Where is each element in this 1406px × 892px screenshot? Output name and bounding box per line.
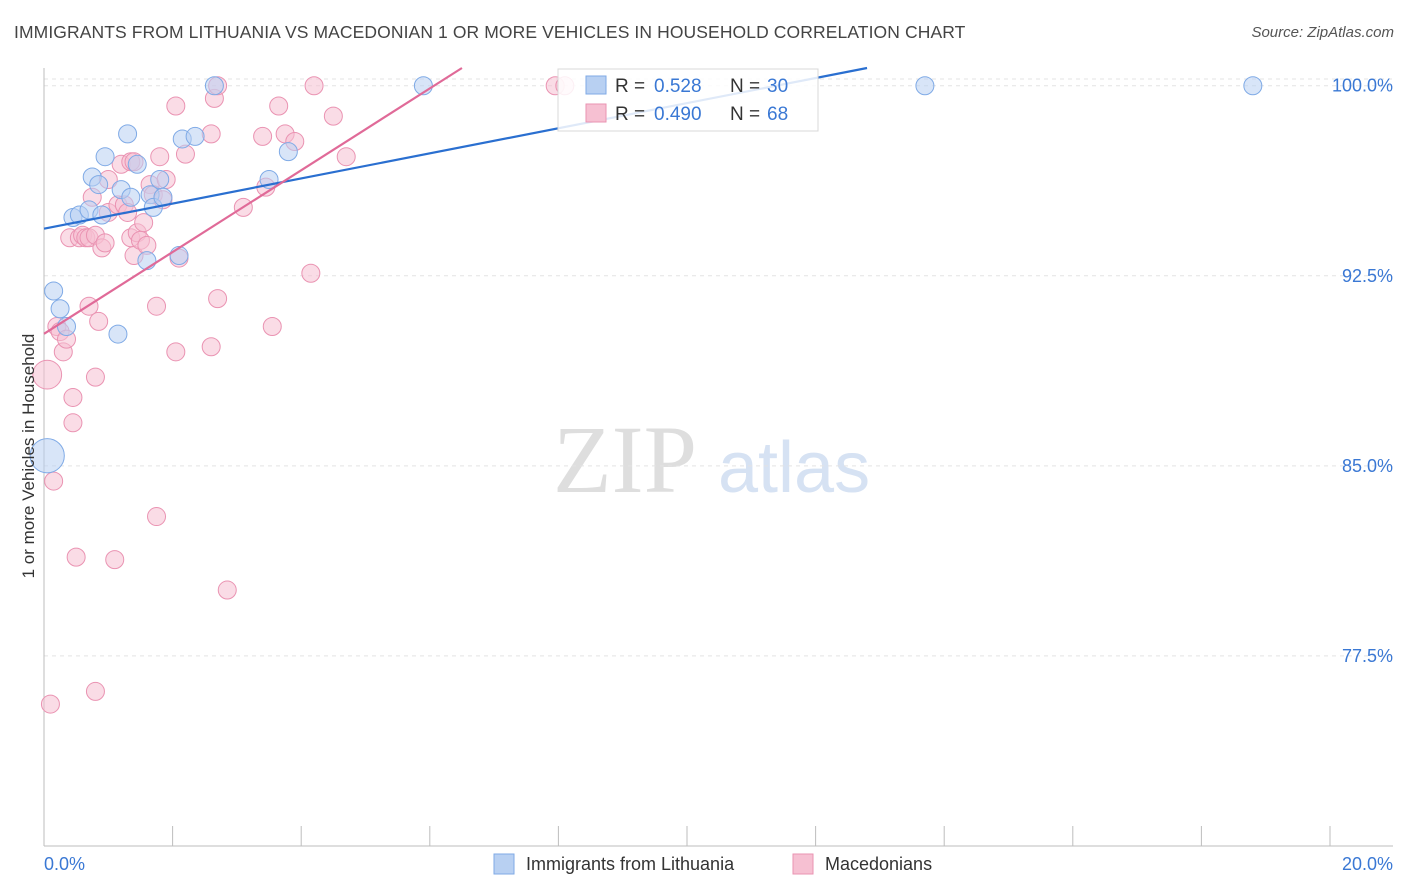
x-tick-label: 0.0% — [44, 854, 85, 874]
trendline-macedonians — [43, 67, 463, 335]
point-lithuania — [1243, 76, 1263, 96]
point-lithuania — [44, 281, 64, 301]
legend-label-lithuania: Immigrants from Lithuania — [526, 854, 735, 874]
point-macedonians — [95, 233, 115, 253]
stats-r-value-macedonians: 0.490 — [654, 104, 702, 125]
watermark-atlas: atlas — [718, 428, 870, 508]
point-macedonians — [201, 124, 221, 144]
point-lithuania — [29, 438, 65, 474]
point-lithuania — [118, 124, 138, 144]
point-macedonians — [85, 367, 105, 387]
point-macedonians — [63, 413, 83, 433]
point-macedonians — [166, 96, 186, 116]
point-macedonians — [217, 580, 237, 600]
stats-legend-swatch-macedonians — [585, 103, 607, 123]
point-macedonians — [63, 387, 83, 407]
stats-legend: R = 0.528 N = 30 R = 0.490 N = 68 — [557, 68, 819, 132]
point-macedonians — [32, 359, 63, 390]
point-macedonians — [208, 289, 228, 309]
point-lithuania — [127, 154, 147, 174]
tick-labels: 77.5% 85.0% 92.5% 100.0% 0.0% 20.0% — [44, 76, 1393, 874]
point-macedonians — [166, 342, 186, 362]
data-points — [29, 76, 1263, 714]
point-lithuania — [185, 126, 205, 146]
point-macedonians — [150, 147, 170, 167]
point-macedonians — [89, 311, 109, 331]
series-legend: Immigrants from Lithuania Macedonians — [493, 853, 932, 875]
point-macedonians — [147, 296, 167, 316]
y-tick-label: 77.5% — [1342, 646, 1393, 666]
point-macedonians — [134, 213, 154, 233]
point-macedonians — [269, 96, 289, 116]
stats-r-label-macedonians: R = — [615, 104, 645, 125]
point-lithuania — [137, 251, 157, 271]
x-tick-label: 20.0% — [1342, 854, 1393, 874]
stats-r-label-lithuania: R = — [615, 76, 645, 97]
stats-legend-swatch-lithuania — [585, 75, 607, 95]
stats-n-label-macedonians: N = — [730, 104, 760, 125]
point-lithuania — [108, 324, 128, 344]
y-tick-label: 85.0% — [1342, 456, 1393, 476]
point-lithuania — [278, 142, 298, 162]
point-lithuania — [150, 170, 170, 190]
chart-source: Source: ZipAtlas.com — [1251, 24, 1394, 41]
point-lithuania — [92, 205, 112, 225]
point-macedonians — [253, 126, 273, 146]
y-tick-label: 92.5% — [1342, 266, 1393, 286]
legend-swatch-macedonians — [792, 853, 814, 875]
point-macedonians — [105, 550, 125, 570]
point-lithuania — [915, 76, 935, 96]
chart-title: IMMIGRANTS FROM LITHUANIA VS MACEDONIAN … — [14, 22, 966, 42]
point-macedonians — [262, 316, 282, 336]
y-axis-label: 1 or more Vehicles in Household — [19, 334, 38, 579]
point-lithuania — [204, 76, 224, 96]
point-macedonians — [301, 263, 321, 283]
stats-n-value-lithuania: 30 — [767, 76, 788, 97]
point-macedonians — [147, 507, 167, 527]
stats-n-value-macedonians: 68 — [767, 104, 788, 125]
point-macedonians — [323, 106, 343, 126]
y-tick-label: 100.0% — [1332, 76, 1393, 96]
point-lithuania — [89, 175, 109, 195]
watermark-zip: ZIP — [553, 406, 697, 513]
point-macedonians — [85, 681, 105, 701]
stats-n-label-lithuania: N = — [730, 76, 760, 97]
point-macedonians — [304, 76, 324, 96]
legend-label-macedonians: Macedonians — [825, 854, 932, 874]
point-macedonians — [66, 547, 86, 567]
point-lithuania — [50, 299, 70, 319]
point-macedonians — [201, 337, 221, 357]
point-macedonians — [336, 147, 356, 167]
point-lithuania — [121, 187, 141, 207]
point-macedonians — [44, 471, 64, 491]
point-lithuania — [95, 147, 115, 167]
legend-swatch-lithuania — [493, 853, 515, 875]
stats-r-value-lithuania: 0.528 — [654, 76, 702, 97]
point-macedonians — [40, 694, 60, 714]
